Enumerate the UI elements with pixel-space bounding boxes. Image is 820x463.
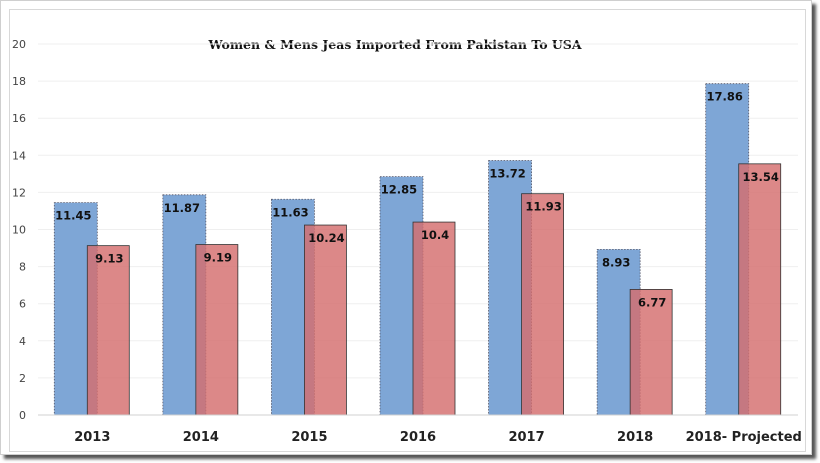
y-tick-label: 16 [12,112,26,125]
data-label-series-2: 11.93 [525,200,561,214]
x-tick-label: 2014 [183,430,219,445]
data-label-series-2: 6.77 [638,295,666,309]
y-tick-label: 20 [12,38,26,51]
data-label-series-1: 8.93 [602,255,630,269]
bar-series-2 [629,289,673,416]
data-label-series-1: 11.87 [164,201,200,215]
y-tick-label: 14 [12,149,26,162]
y-tick-label: 0 [19,409,26,422]
bar-series-2 [412,221,456,416]
x-tick-label: 2017 [508,430,544,445]
x-tick-label: 2015 [291,430,327,445]
bar-series-2 [86,245,130,416]
x-tick-label: 2018 [617,430,653,445]
y-tick-label: 12 [12,186,26,199]
data-label-series-1: 13.72 [489,166,525,180]
bar-series-2 [304,224,347,416]
y-tick-label: 10 [12,224,26,237]
data-label-series-1: 11.63 [272,205,308,219]
bar-series-2 [738,163,782,416]
x-tick-label: 2018- Projected [686,430,802,445]
bar-series-2 [195,244,239,416]
y-tick-label: 2 [19,372,26,385]
data-label-series-2: 10.4 [421,228,449,242]
chart-area [9,9,806,452]
data-label-series-2: 9.13 [95,252,123,266]
bar-series-2 [521,193,564,416]
x-tick-label: 2013 [74,430,110,445]
y-tick-label: 4 [19,335,26,348]
data-label-series-1: 11.45 [55,209,91,223]
data-label-series-1: 17.86 [707,90,743,104]
data-label-series-1: 12.85 [381,183,417,197]
data-label-series-2: 13.54 [743,170,779,184]
y-tick-label: 18 [12,75,26,88]
data-label-series-2: 10.24 [308,231,344,245]
data-label-series-2: 9.19 [204,251,232,265]
x-tick-label: 2016 [400,430,436,445]
y-tick-label: 6 [19,298,26,311]
y-tick-label: 8 [19,261,26,274]
